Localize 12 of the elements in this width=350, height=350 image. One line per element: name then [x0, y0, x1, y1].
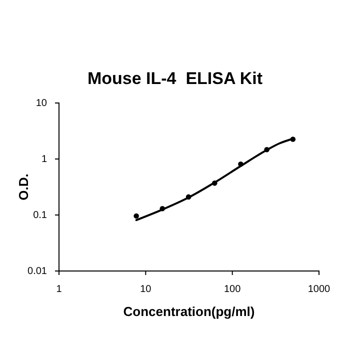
y-tick-label: 1	[41, 154, 48, 166]
chart-title: Mouse IL-4 ELISA Kit	[87, 69, 263, 88]
x-tick-label: 10	[140, 284, 152, 296]
y-axis-title: O.D.	[16, 174, 31, 200]
x-tick-label: 1000	[308, 284, 331, 296]
point	[134, 213, 139, 219]
y-tick-label: 0.01	[28, 266, 48, 278]
x-axis-title: Concentration(pg/ml)	[123, 304, 255, 319]
x-tick-label: 1	[56, 284, 62, 296]
x-tick-label: 100	[224, 284, 242, 296]
y-tick-label: 0.1	[33, 210, 48, 222]
y-tick-label: 10	[36, 98, 48, 110]
